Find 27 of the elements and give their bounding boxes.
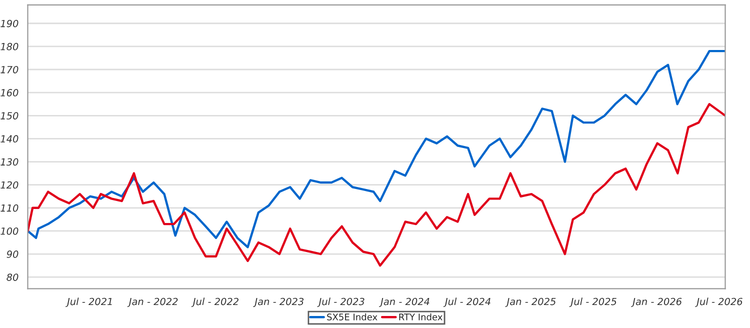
line-series <box>28 102 726 267</box>
y-tick-label: 120 <box>0 181 18 189</box>
y-tick-label: 80 <box>6 274 18 281</box>
y-tick-label: 140 <box>0 135 18 143</box>
y-tick-label: 180 <box>0 42 18 50</box>
x-tick-label: Jan - 2025 <box>505 298 556 307</box>
x-tick-label: Jan - 2026 <box>631 298 682 307</box>
y-tick-label: 110 <box>0 204 18 212</box>
x-tick-label: Jul - 2026 <box>695 298 742 307</box>
y-tick-label: 150 <box>0 112 18 120</box>
x-tick-label: Jan - 2023 <box>253 298 304 307</box>
x-tick-label: Jan - 2022 <box>127 298 178 307</box>
x-tick-label: Jan - 2024 <box>378 298 430 307</box>
x-tick-label: Jul - 2025 <box>569 298 616 307</box>
y-tick-label: 160 <box>0 89 18 96</box>
x-tick-label: Jul - 2023 <box>317 298 364 307</box>
y-tick-label: 170 <box>0 66 18 74</box>
x-tick-label: Jul - 2024 <box>443 298 490 307</box>
y-tick-label: 90 <box>6 250 18 258</box>
legend-label: SX5E Index <box>327 313 378 320</box>
line-series <box>28 50 726 248</box>
y-tick-label: 130 <box>0 158 18 166</box>
y-tick-label: 100 <box>0 227 18 235</box>
y-tick-label: 190 <box>0 20 18 28</box>
legend-label: RTY Index <box>399 313 442 320</box>
x-tick-label: Jul - 2021 <box>65 298 112 307</box>
x-tick-label: Jul - 2022 <box>191 298 238 307</box>
